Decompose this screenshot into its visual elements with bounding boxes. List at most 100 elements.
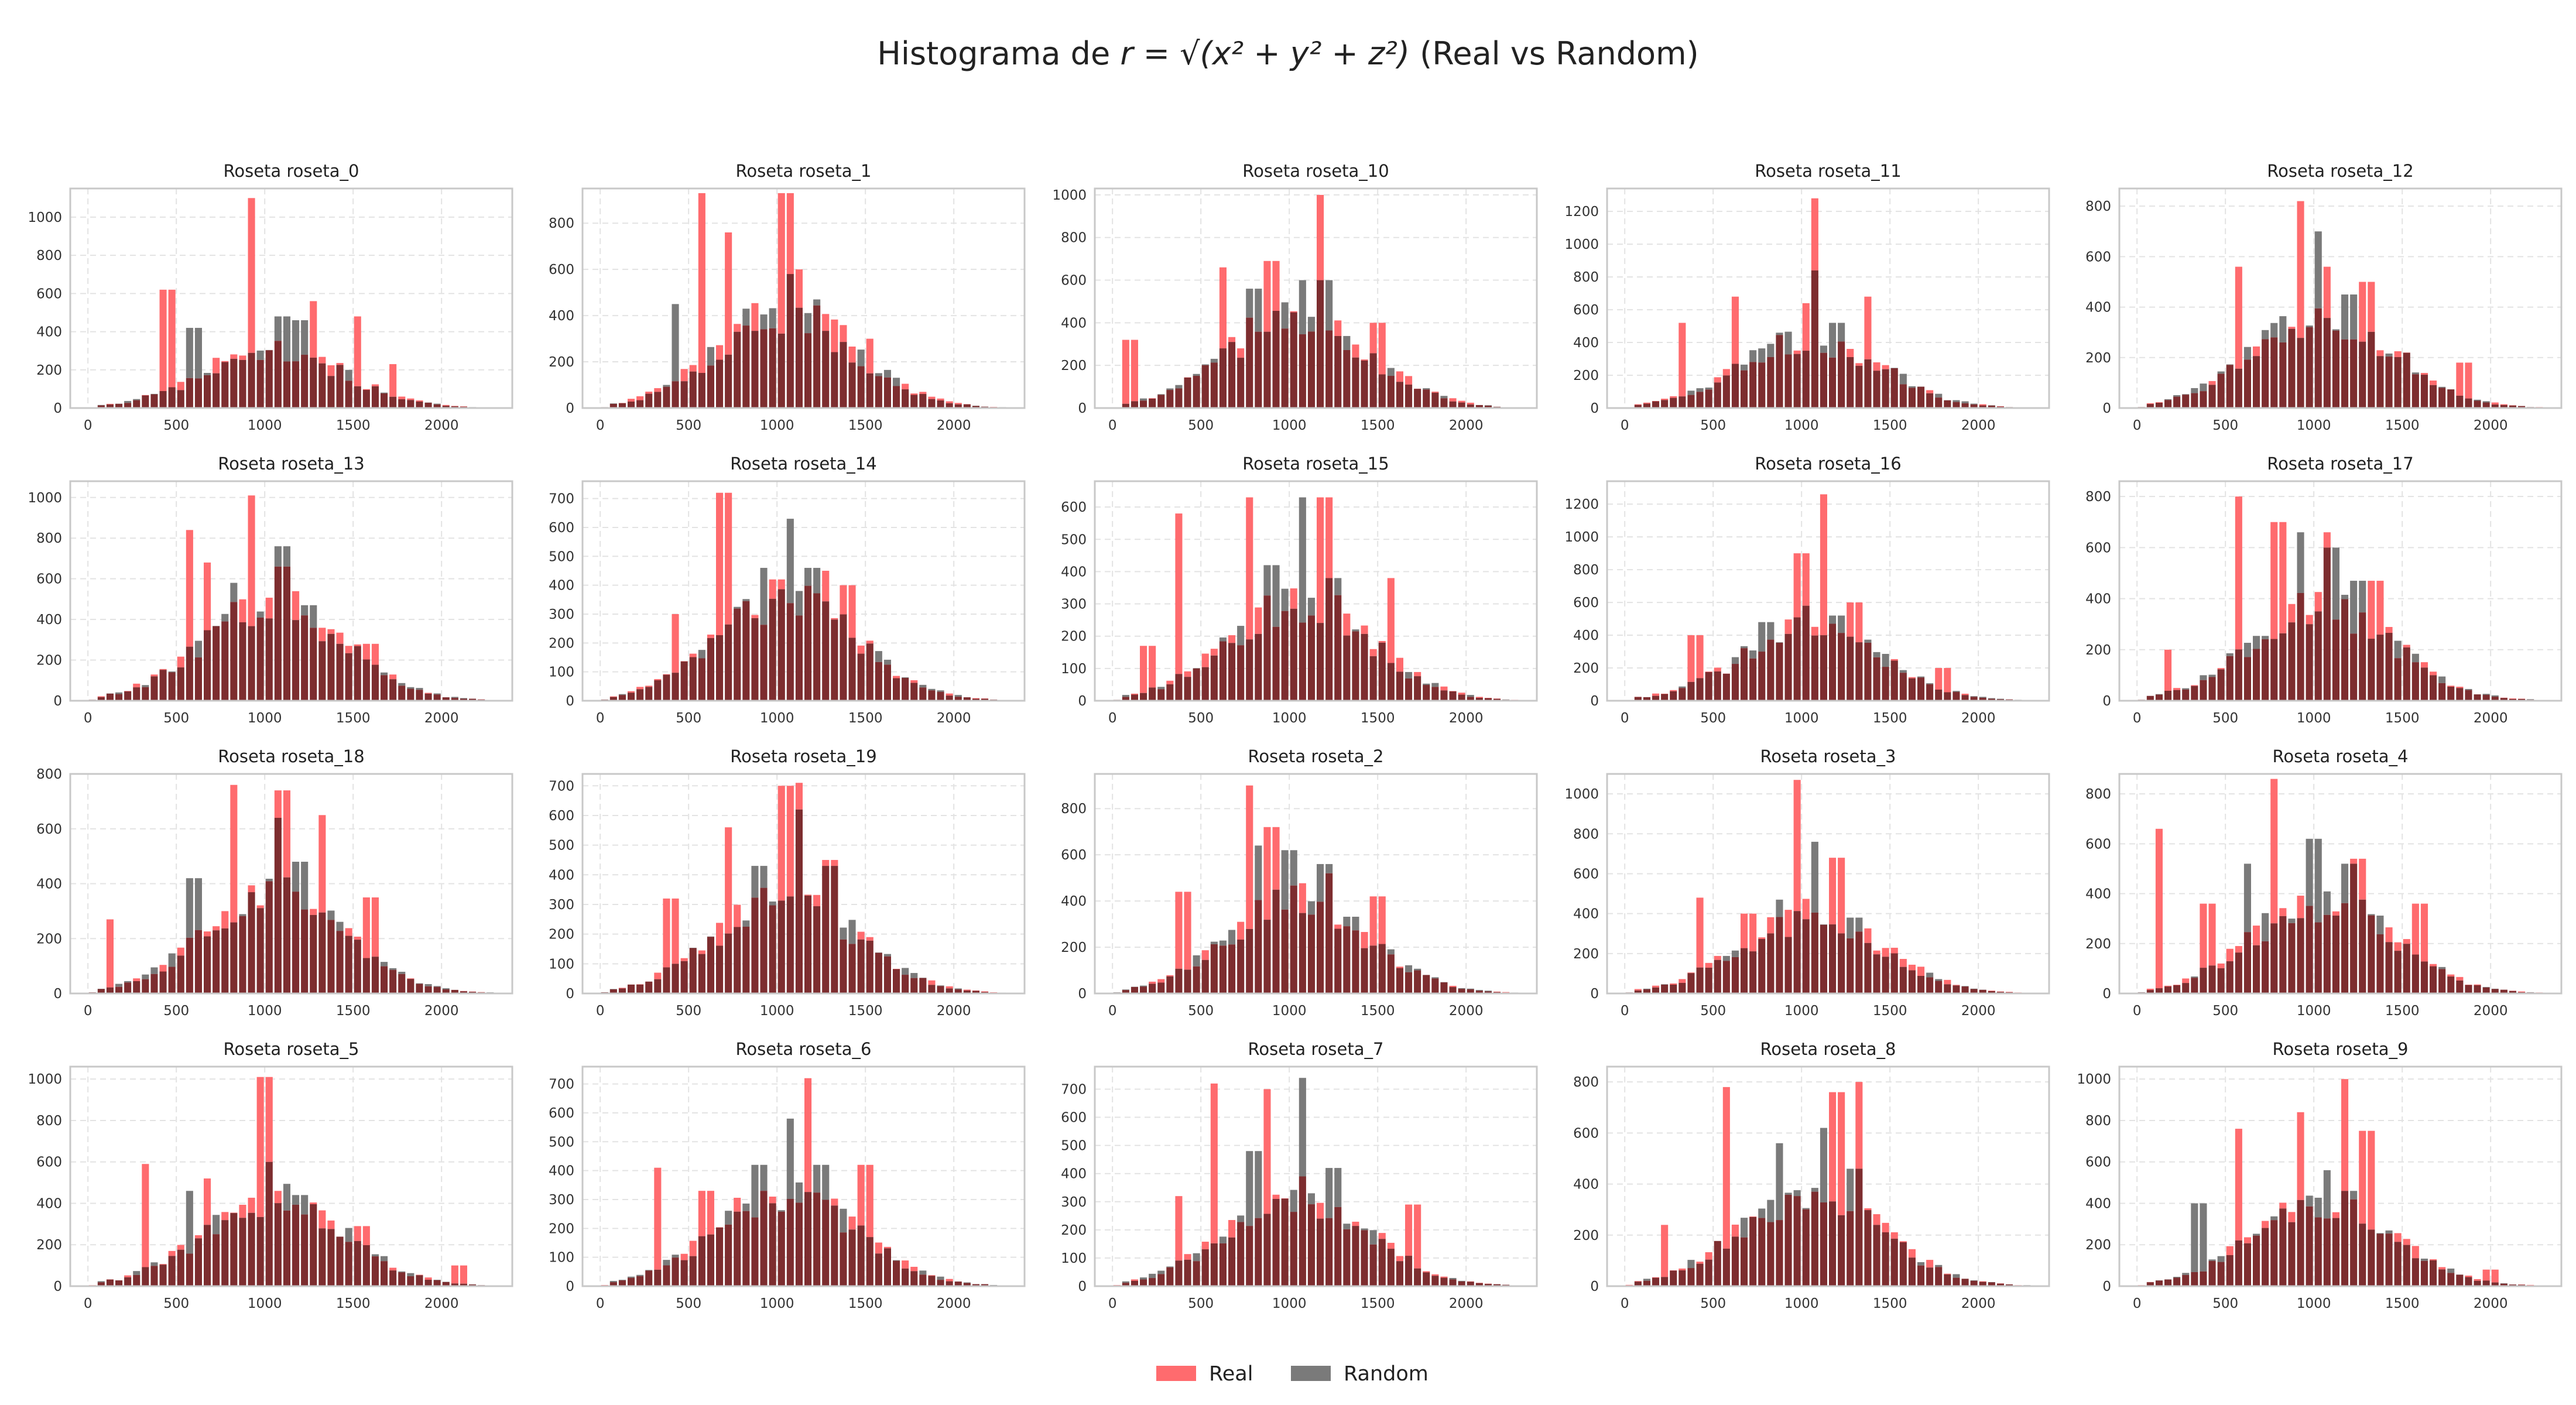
histogram-bar-overlap: [1467, 1281, 1474, 1286]
y-tick-label: 300: [549, 607, 574, 622]
histogram-bar-overlap: [1979, 405, 1986, 408]
histogram-bar: [786, 193, 794, 275]
histogram-bar: [2191, 388, 2198, 393]
histogram-bar-overlap: [1263, 331, 1271, 408]
x-tick-label: 1500: [2385, 711, 2420, 726]
y-tick-label: 200: [549, 355, 574, 370]
y-tick-label: 800: [1573, 1075, 1599, 1090]
histogram-bar-overlap: [1281, 328, 1289, 408]
histogram-bar-overlap: [672, 381, 679, 408]
histogram-bar-overlap: [371, 664, 379, 701]
histogram-bar: [2208, 1259, 2216, 1261]
y-tick-label: 300: [549, 1192, 574, 1208]
histogram-bar-overlap: [2243, 657, 2251, 701]
histogram-bar-overlap: [1944, 400, 1951, 408]
histogram-bar: [1431, 977, 1439, 979]
histogram-bar-overlap: [2447, 1273, 2455, 1286]
histogram-bar-overlap: [2368, 915, 2375, 993]
histogram-bar: [2447, 974, 2455, 977]
x-tick-label: 1500: [336, 1296, 371, 1311]
histogram-bar-overlap: [1166, 1267, 1174, 1286]
histogram-bar: [283, 1184, 290, 1211]
histogram-bar: [371, 897, 379, 957]
histogram-bar: [1696, 635, 1704, 678]
histogram-bar-overlap: [2359, 341, 2366, 408]
histogram-bar: [990, 992, 998, 993]
histogram-bar: [1396, 657, 1403, 672]
histogram-bar-overlap: [318, 363, 326, 408]
histogram-bar-overlap: [857, 1225, 865, 1286]
histogram-bar: [1299, 497, 1306, 623]
histogram-bar-overlap: [937, 691, 944, 701]
histogram-bar: [265, 879, 273, 882]
histogram-bar-overlap: [2006, 1284, 2013, 1286]
histogram-bar-overlap: [902, 975, 909, 993]
histogram-bar-overlap: [248, 352, 255, 408]
histogram-bar-overlap: [1784, 633, 1792, 701]
histogram-bar: [1334, 1168, 1342, 1207]
histogram-bar-overlap: [645, 981, 653, 993]
histogram-bar-overlap: [186, 378, 193, 408]
figure-title: Histograma de r = √(x² + y² + z²) (Real …: [877, 35, 1698, 72]
histogram-bar-overlap: [928, 399, 936, 408]
histogram-bar-overlap: [1299, 622, 1306, 701]
histogram-bar-overlap: [2217, 373, 2225, 408]
histogram-bar-overlap: [1767, 357, 1775, 408]
histogram-bar-overlap: [1423, 1272, 1430, 1286]
histogram-bar: [204, 562, 211, 630]
histogram-bar: [1643, 402, 1650, 404]
histogram-bar: [609, 403, 617, 404]
histogram-bar: [221, 1212, 229, 1221]
histogram-bar: [1838, 858, 1845, 934]
x-tick-label: 1000: [760, 1296, 794, 1311]
legend-swatch-random: [1291, 1366, 1331, 1381]
y-tick-label: 600: [36, 822, 62, 837]
histogram-bar: [106, 919, 114, 988]
histogram-bar-overlap: [2306, 1206, 2313, 1286]
x-tick-label: 1500: [336, 418, 371, 433]
histogram-bar-overlap: [1140, 1279, 1147, 1286]
histogram-bar-overlap: [910, 978, 918, 993]
histogram-bar: [213, 1215, 220, 1235]
histogram-bar: [1175, 513, 1183, 674]
histogram-bar: [1793, 1190, 1801, 1197]
histogram-bar-overlap: [910, 1271, 918, 1286]
histogram-bar: [2200, 903, 2207, 968]
histogram-bar-overlap: [1935, 1267, 1943, 1286]
histogram-bar-overlap: [2164, 1279, 2172, 1286]
histogram-bar: [2350, 581, 2358, 634]
histogram-bar: [1228, 1220, 1236, 1238]
histogram-bar-overlap: [1979, 1281, 1986, 1286]
histogram-bar: [150, 674, 158, 677]
histogram-bar-overlap: [725, 933, 732, 993]
histogram-bar: [292, 320, 300, 362]
histogram-bar-overlap: [433, 986, 441, 993]
histogram-bar-overlap: [1184, 969, 1191, 993]
x-tick-label: 500: [1700, 418, 1726, 433]
histogram-bar: [1246, 785, 1253, 929]
histogram-panel: Roseta roseta_160 500 1000 1500 200002004006…: [1564, 454, 2050, 726]
histogram-bar: [848, 920, 856, 944]
histogram-bar: [1741, 364, 1748, 371]
histogram-bar-overlap: [2376, 934, 2384, 993]
histogram-bar-overlap: [1131, 1280, 1138, 1286]
histogram-bar-overlap: [1767, 639, 1775, 701]
x-tick-label: 500: [676, 1003, 701, 1019]
histogram-bar: [2385, 1230, 2393, 1234]
histogram-bar-overlap: [1670, 691, 1677, 701]
histogram-bar-overlap: [1829, 357, 1837, 408]
histogram-bar: [1149, 1273, 1156, 1279]
histogram-bar: [133, 978, 141, 981]
histogram-bar-overlap: [1475, 991, 1483, 993]
histogram-bar: [1855, 363, 1863, 366]
histogram-bar-overlap: [893, 678, 900, 701]
histogram-bar: [813, 895, 821, 907]
histogram-bar-overlap: [354, 386, 361, 408]
histogram-bar-overlap: [919, 978, 927, 993]
histogram-bar-overlap: [2253, 945, 2260, 993]
x-tick-label: 1000: [1784, 1296, 1819, 1311]
histogram-bar-overlap: [654, 392, 662, 408]
histogram-bar-overlap: [2155, 402, 2163, 408]
histogram-bar-overlap: [204, 630, 211, 701]
histogram-bar-overlap: [2430, 675, 2437, 701]
